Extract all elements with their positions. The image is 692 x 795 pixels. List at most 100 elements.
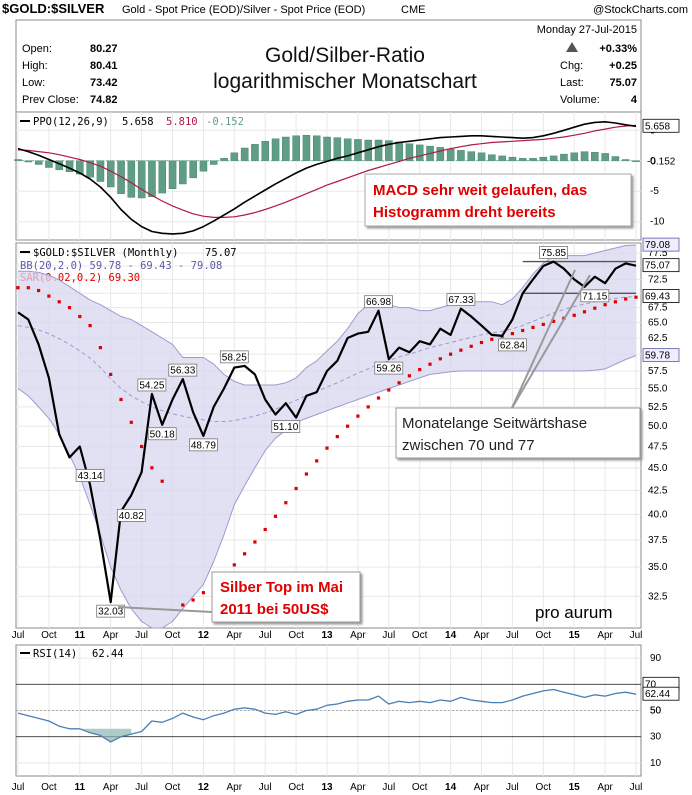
sideways-annotation: Monatelange Seitwärtshase zwischen 70 un… xyxy=(395,269,641,459)
sar-dot xyxy=(88,324,92,328)
point-label: 59.26 xyxy=(376,364,401,375)
price-y-tick-label: 47.5 xyxy=(648,441,668,452)
sar-dot xyxy=(376,396,381,400)
high-value: 80.41 xyxy=(90,60,118,72)
price-y-tick-label: 32.5 xyxy=(648,591,668,602)
ppo-y-tick-label: -10 xyxy=(650,217,665,228)
price-y-tick-label: 65.0 xyxy=(648,318,668,329)
ppo-histogram-bar xyxy=(168,160,177,190)
quote-left: Open: 80.27 High: 80.41 Low: 73.42 Prev … xyxy=(22,43,118,106)
bb-middle-tag: 69.43 xyxy=(645,292,670,303)
x-tick-label: Jul xyxy=(382,782,395,793)
ppo-histogram-bar xyxy=(323,136,331,161)
price-y-tick-label: 55.0 xyxy=(648,384,668,395)
prev-close-label: Prev Close: xyxy=(22,94,79,106)
x-tick-label: Apr xyxy=(474,782,490,793)
point-label-box xyxy=(116,508,146,522)
price-y-tick-label: 57.5 xyxy=(648,366,668,377)
price-y-tick-label: 62.5 xyxy=(648,333,668,344)
rsi-legend-name: RSI(14) xyxy=(33,648,77,660)
x-tick-label: Oct xyxy=(41,630,57,641)
ppo-histogram-bar xyxy=(45,160,53,168)
rsi-y-tick-label: 50 xyxy=(650,706,662,717)
ppo-histogram-bar xyxy=(302,134,311,161)
low-label: Low: xyxy=(22,77,45,89)
sar-dot xyxy=(521,328,525,333)
chart-title-line2: logarithmischer Monatschart xyxy=(213,70,477,93)
x-tick-label: Jul xyxy=(12,782,25,793)
sar-dot xyxy=(47,294,51,298)
point-label-box xyxy=(580,289,610,303)
point-label: 50.18 xyxy=(150,429,175,440)
ppo-histogram-bar xyxy=(611,156,620,162)
ppo-histogram-bar xyxy=(148,160,156,198)
x-tick-label: 14 xyxy=(445,782,457,793)
sar-dot xyxy=(428,362,432,366)
quote-panel xyxy=(15,19,642,113)
x-tick-label: Oct xyxy=(412,630,428,641)
price-y-tick-label: 40.0 xyxy=(648,509,668,520)
ppo-histogram-bar xyxy=(467,151,476,161)
sar-dot xyxy=(150,466,154,470)
sar-dot xyxy=(243,552,247,556)
price-y-tick-label: 77.5 xyxy=(648,248,668,259)
ppo-histogram-bar xyxy=(436,147,445,161)
x-tick-label: Oct xyxy=(536,630,552,641)
x-tick-label: Jul xyxy=(12,630,25,641)
x-tick-label: Jul xyxy=(506,630,519,641)
bollinger-band-area xyxy=(18,245,636,628)
open-value: 80.27 xyxy=(90,43,118,55)
ppo-histogram-bar xyxy=(34,160,43,165)
ppo-histogram-bar xyxy=(220,158,228,161)
x-tick-label: 12 xyxy=(198,630,210,641)
chg-value: +0.25 xyxy=(609,60,637,72)
x-tick-label: Oct xyxy=(536,782,552,793)
sar-dot xyxy=(593,306,597,310)
x-tick-label: 15 xyxy=(569,630,581,641)
sar-dot xyxy=(284,501,288,505)
ppo-histogram-bar xyxy=(549,155,558,161)
x-tick-label: Oct xyxy=(412,782,428,793)
chart-title-line1: Gold/Silber-Ratio xyxy=(265,44,425,67)
sar-dot xyxy=(356,414,360,418)
ppo-histogram-bar xyxy=(230,152,239,161)
x-tick-label: Apr xyxy=(350,630,366,641)
ppo-histogram-bar xyxy=(271,138,280,161)
point-label: 40.82 xyxy=(119,511,144,522)
x-tick-label: Apr xyxy=(227,630,243,641)
sar-dot xyxy=(603,303,607,307)
sar-dot xyxy=(304,472,308,476)
ppo-histogram-bar xyxy=(292,135,300,162)
x-tick-label: Oct xyxy=(288,782,304,793)
sar-dot xyxy=(98,346,102,350)
ppo-histogram-bar xyxy=(209,160,218,165)
sar-dot xyxy=(335,435,339,439)
silver-top-annotation-line2: 2011 bei 50US$ xyxy=(220,601,329,618)
sar-dot xyxy=(449,352,453,356)
point-label-box xyxy=(75,469,105,482)
ppo-histogram-bar xyxy=(591,151,599,161)
sar-dot xyxy=(129,420,133,424)
ppo-histogram-bar xyxy=(158,160,166,194)
ppo-histogram-bar xyxy=(76,160,84,175)
sar-dot xyxy=(582,310,587,314)
sar-dot xyxy=(181,603,185,607)
ppo-legend-signal: 5.810 xyxy=(166,116,198,128)
sideways-annotation-line1: Monatelange Seitwärtshase xyxy=(402,415,587,432)
ppo-histogram-bar xyxy=(354,139,362,161)
sar-dot xyxy=(16,286,20,290)
x-tick-label: Oct xyxy=(165,630,181,641)
ppo-histogram-bar xyxy=(508,156,517,162)
open-label: Open: xyxy=(22,43,52,55)
rsi-y-tick-label: 90 xyxy=(650,653,662,664)
plot-layer: 50-5-105.658-0.15277.575.072.570.067.565… xyxy=(12,118,680,793)
x-tick-label: 13 xyxy=(321,630,333,641)
ppo-signal-line xyxy=(17,124,637,218)
point-label: 32.03 xyxy=(98,607,123,618)
point-label-box xyxy=(374,361,404,375)
ppo-histogram-bar xyxy=(189,160,197,179)
bb-middle-tag-box xyxy=(642,289,680,303)
ppo-histogram-bar xyxy=(622,159,630,161)
sar-dot xyxy=(140,444,144,449)
